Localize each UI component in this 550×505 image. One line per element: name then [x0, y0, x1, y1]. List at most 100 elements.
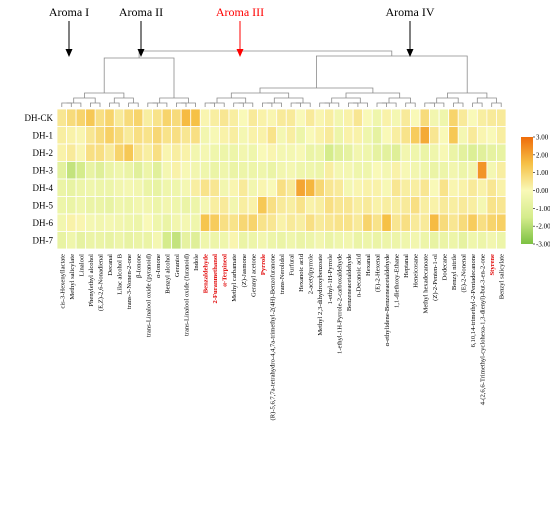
heatmap-cell [218, 143, 230, 162]
heatmap-cell [113, 143, 125, 162]
column-label: Decanal [107, 254, 114, 276]
heatmap-cell [285, 126, 297, 145]
heatmap-cell [113, 126, 125, 145]
colorbar-tick-label: -3.00 [536, 241, 550, 249]
dendrogram-link [204, 102, 215, 107]
heatmap-cell [152, 196, 163, 215]
heatmap-cell [180, 178, 192, 197]
heatmap-cell [410, 213, 421, 232]
heatmap-cell [247, 178, 259, 197]
heatmap-cell [142, 231, 153, 250]
dendrogram-link [109, 102, 120, 107]
heatmap-cell [247, 231, 259, 250]
colorbar-tick-label: -1.00 [536, 205, 550, 213]
group-arrow-head [236, 49, 244, 57]
heatmap-cell [75, 231, 87, 250]
dendrogram-link [453, 102, 464, 107]
heatmap-cell [333, 143, 344, 162]
heatmap-cell [85, 213, 96, 232]
heatmap-cell [496, 126, 507, 145]
heatmap-cell [104, 108, 115, 127]
heatmap-cell [390, 196, 402, 215]
heatmap-cell [180, 143, 192, 162]
heatmap-cell [171, 178, 182, 197]
heatmap-cell [390, 178, 402, 197]
heatmap-cell [371, 196, 383, 215]
heatmap-cell [113, 231, 125, 250]
heatmap-cell [113, 196, 125, 215]
dendrogram-link [348, 102, 359, 107]
heatmap-cell [218, 231, 230, 250]
heatmap-cell [390, 161, 402, 180]
dendrogram-link [84, 92, 125, 98]
heatmap-cell [343, 178, 354, 197]
heatmap-cell [381, 143, 392, 162]
heatmap-cell [419, 196, 430, 215]
heatmap-cell [476, 161, 488, 180]
heatmap-cell [266, 126, 278, 145]
heatmap-cell [66, 143, 77, 162]
dendrogram-link [273, 97, 304, 103]
heatmap-cell [180, 213, 192, 232]
heatmap-cell [381, 108, 392, 127]
heatmap-cell [56, 231, 67, 250]
heatmap-cell [429, 143, 440, 162]
heatmap-cell [209, 143, 220, 162]
column-label: 1-ethyl-1H-Pyrrole [327, 254, 334, 305]
row-label: DH-2 [33, 148, 54, 158]
heatmap-cell [171, 108, 182, 127]
column-label: Benzaldehyde [203, 254, 210, 293]
heatmap-cell [304, 196, 316, 215]
heatmap-cell [448, 126, 459, 145]
heatmap-cell [362, 143, 373, 162]
heatmap-cell [419, 143, 430, 162]
column-label: Geraniol [174, 254, 181, 277]
heatmap-cell [133, 231, 144, 250]
column-label: Benzeneacetaldehyde [346, 254, 353, 311]
heatmap-cell [180, 231, 192, 250]
row-label: DH-6 [33, 218, 54, 228]
heatmap-cell [295, 231, 306, 250]
heatmap-cell [133, 178, 144, 197]
heatmap-cell [113, 161, 125, 180]
heatmap-cell [94, 108, 106, 127]
heatmap-cell [362, 196, 373, 215]
column-label: Dodecane [441, 254, 448, 280]
heatmap-cell [161, 213, 173, 232]
column-label: 2-Furanmethanol [212, 254, 219, 304]
heatmap-cell [180, 108, 192, 127]
dendrogram-link [128, 102, 139, 107]
dendrogram-link [267, 102, 282, 107]
heatmap-cell [457, 196, 469, 215]
heatmap-cell [66, 161, 77, 180]
colorbar-tick-label: 1.00 [536, 169, 549, 177]
heatmap-cell [448, 143, 459, 162]
heatmap-cell [180, 126, 192, 145]
group-label: Aroma I [49, 5, 89, 19]
dendrogram-link [436, 97, 459, 103]
column-label: Methyl 2,3-dihydroxybenzoate [317, 254, 324, 336]
heatmap-cell [152, 126, 163, 145]
heatmap-cell [295, 213, 306, 232]
heatmap-cell [496, 108, 507, 127]
heatmap-cell [75, 143, 87, 162]
heatmap-cell [228, 231, 239, 250]
heatmap-cell [486, 161, 497, 180]
heatmap-cell [390, 231, 402, 250]
heatmap-cell [314, 108, 325, 127]
heatmap-cell [199, 178, 211, 197]
heatmap-cell [238, 231, 249, 250]
heatmap-cell [295, 196, 306, 215]
heatmap-cell [171, 161, 182, 180]
heatmap-cell [171, 231, 182, 250]
heatmap-cell [371, 108, 383, 127]
heatmap-cell [333, 126, 344, 145]
dendrogram-link [447, 92, 488, 98]
heatmap-cell [85, 231, 96, 250]
heatmap-cell [429, 161, 440, 180]
heatmap-cell [476, 143, 488, 162]
row-label: DH-4 [33, 183, 54, 193]
heatmap-cell [295, 126, 306, 145]
heatmap-cell [152, 108, 163, 127]
